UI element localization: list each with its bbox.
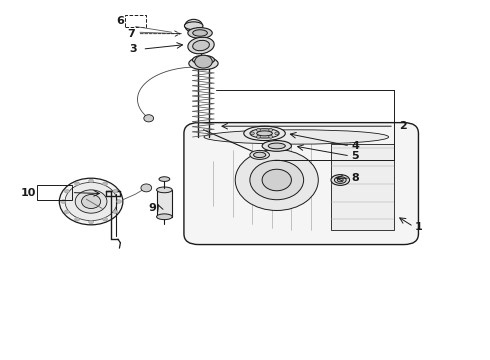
Circle shape bbox=[65, 189, 69, 193]
Circle shape bbox=[65, 210, 69, 213]
Ellipse shape bbox=[250, 150, 270, 159]
Ellipse shape bbox=[184, 22, 203, 30]
Text: 1: 1 bbox=[415, 222, 423, 231]
Circle shape bbox=[275, 132, 279, 135]
Bar bbox=[125, 15, 146, 27]
Text: 10: 10 bbox=[21, 188, 36, 198]
Circle shape bbox=[74, 217, 79, 221]
Circle shape bbox=[102, 217, 107, 221]
Bar bbox=[37, 185, 72, 200]
Circle shape bbox=[195, 55, 212, 68]
Circle shape bbox=[117, 200, 122, 203]
Ellipse shape bbox=[157, 214, 172, 220]
Circle shape bbox=[81, 194, 100, 208]
Bar bbox=[157, 190, 172, 217]
Circle shape bbox=[59, 178, 123, 225]
Circle shape bbox=[256, 135, 260, 138]
Ellipse shape bbox=[204, 130, 389, 144]
Text: 7: 7 bbox=[127, 29, 135, 39]
Circle shape bbox=[113, 210, 118, 213]
Ellipse shape bbox=[244, 126, 285, 140]
Circle shape bbox=[235, 149, 318, 211]
Circle shape bbox=[75, 190, 107, 213]
Text: 2: 2 bbox=[399, 121, 407, 131]
Circle shape bbox=[269, 129, 272, 131]
Ellipse shape bbox=[193, 55, 215, 64]
Ellipse shape bbox=[189, 57, 218, 70]
Ellipse shape bbox=[331, 175, 349, 185]
Circle shape bbox=[141, 184, 152, 192]
Ellipse shape bbox=[188, 37, 214, 54]
Ellipse shape bbox=[334, 177, 346, 183]
Circle shape bbox=[74, 182, 79, 185]
Text: 4: 4 bbox=[351, 141, 359, 151]
Circle shape bbox=[144, 115, 153, 122]
Circle shape bbox=[256, 129, 260, 131]
Text: 8: 8 bbox=[351, 173, 359, 183]
Circle shape bbox=[102, 182, 107, 185]
Ellipse shape bbox=[337, 178, 343, 182]
Text: 3: 3 bbox=[129, 44, 137, 54]
Ellipse shape bbox=[193, 30, 207, 36]
Text: 9: 9 bbox=[148, 203, 156, 213]
Circle shape bbox=[61, 200, 66, 203]
Circle shape bbox=[113, 189, 118, 193]
Ellipse shape bbox=[193, 40, 209, 51]
Ellipse shape bbox=[159, 177, 170, 181]
FancyBboxPatch shape bbox=[184, 123, 418, 244]
Circle shape bbox=[89, 179, 94, 183]
Bar bbox=[331, 144, 394, 230]
Circle shape bbox=[262, 169, 292, 191]
Text: 5: 5 bbox=[351, 151, 359, 161]
Circle shape bbox=[269, 135, 272, 138]
Ellipse shape bbox=[157, 187, 172, 193]
Circle shape bbox=[65, 183, 117, 221]
Circle shape bbox=[250, 160, 304, 200]
Ellipse shape bbox=[250, 129, 279, 138]
Ellipse shape bbox=[253, 152, 266, 158]
Ellipse shape bbox=[257, 131, 272, 136]
Circle shape bbox=[185, 19, 202, 32]
Circle shape bbox=[89, 220, 94, 224]
Ellipse shape bbox=[262, 140, 292, 151]
Ellipse shape bbox=[268, 143, 285, 149]
Text: 6: 6 bbox=[116, 16, 124, 26]
Ellipse shape bbox=[188, 28, 212, 39]
Circle shape bbox=[250, 132, 254, 135]
